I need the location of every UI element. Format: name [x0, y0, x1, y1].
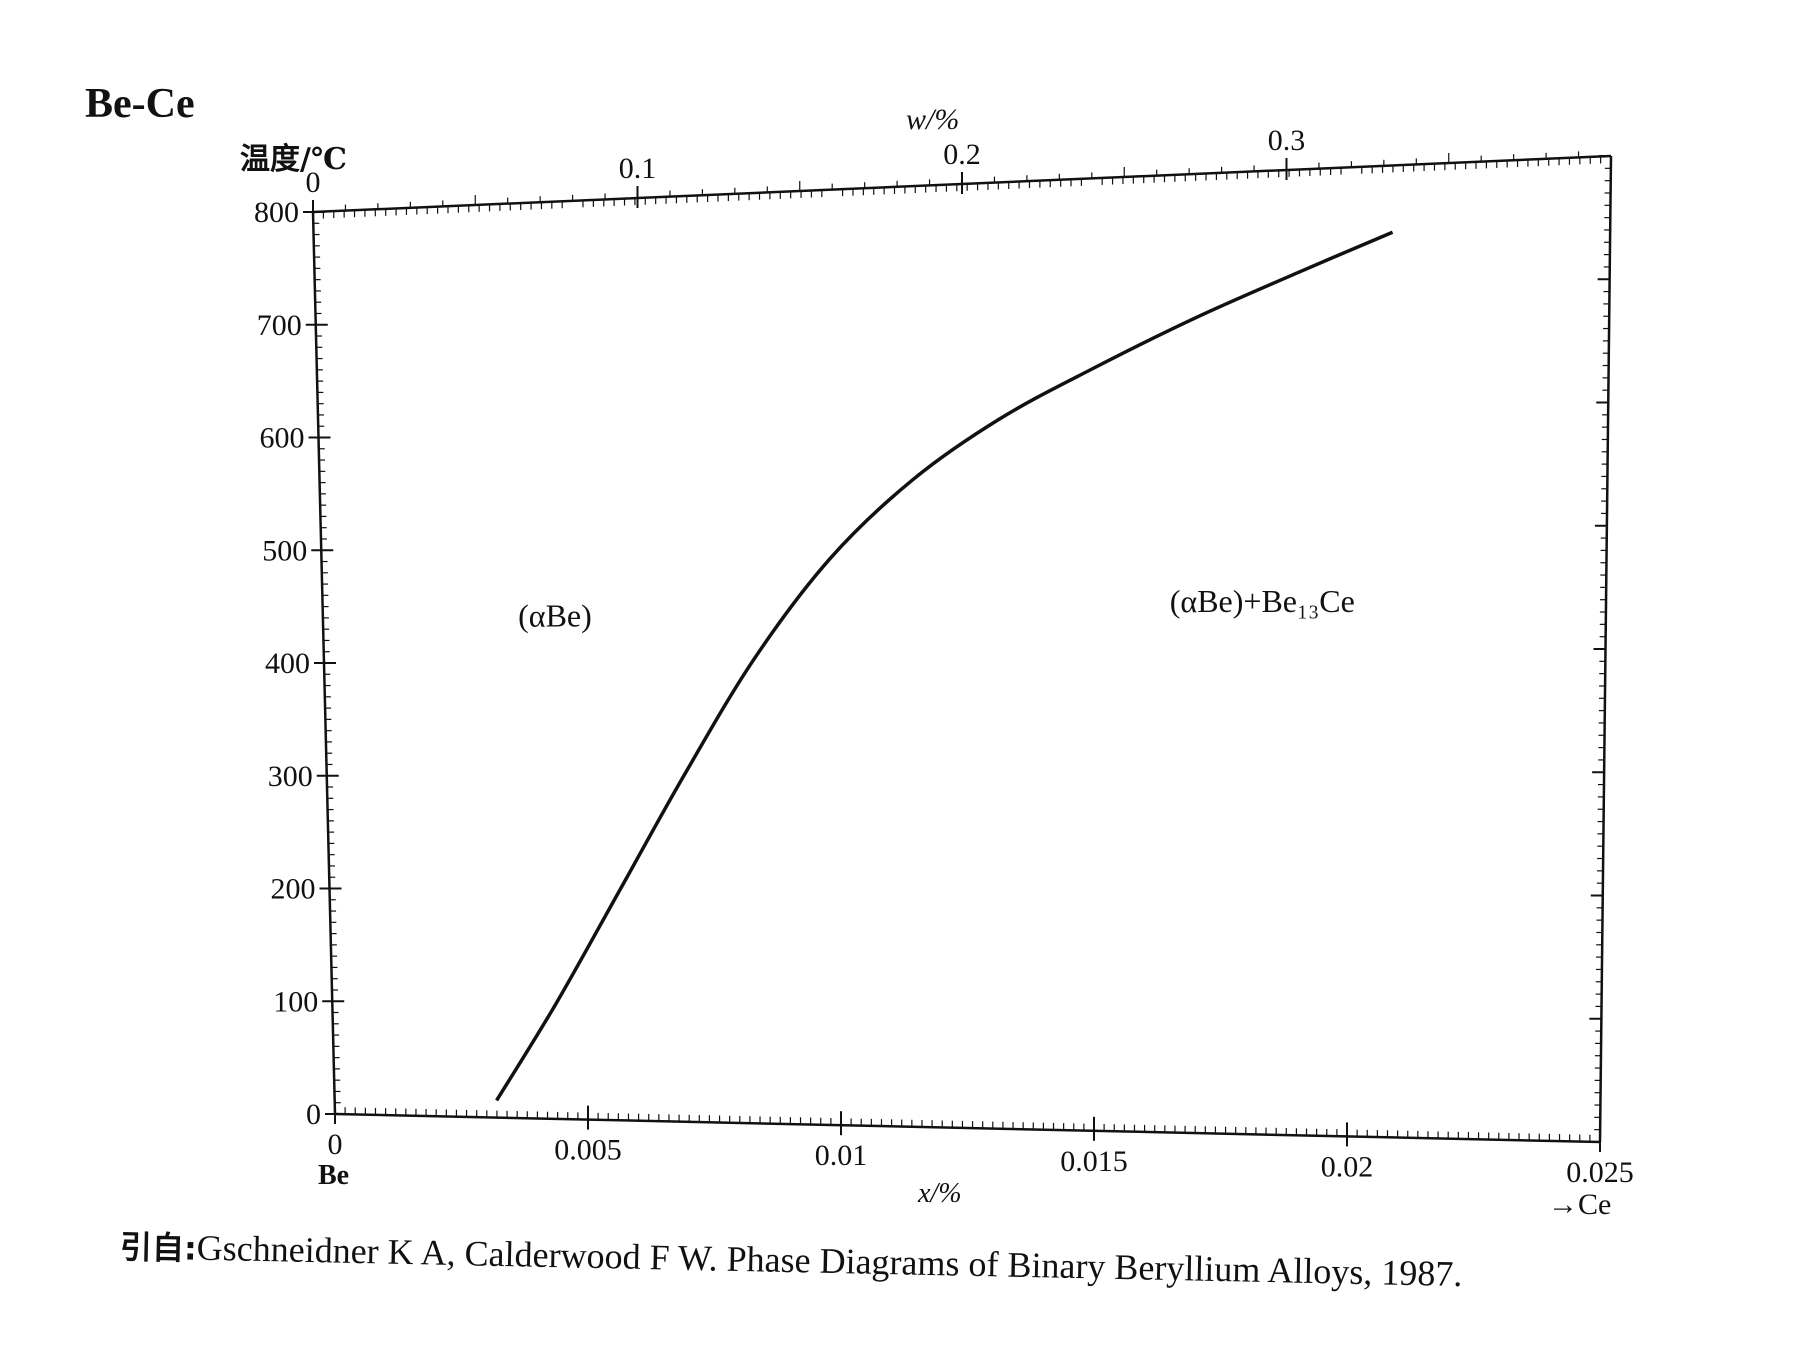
citation-prefix: 引自: [119, 1228, 198, 1268]
y-tick-label: 300 [268, 760, 313, 793]
x-tick-label: 0.01 [815, 1139, 868, 1172]
bottom-axis-line [334, 1112, 1601, 1144]
plot-frame [311, 154, 1613, 1144]
region-label-0: (αBe) [518, 598, 592, 634]
solvus-curves [495, 230, 1394, 1102]
x-tick-label: 0.025 [1566, 1156, 1634, 1189]
y-tick-label: 400 [265, 647, 310, 680]
top-tick-label: 0.3 [1268, 124, 1306, 157]
y-tick-label: 700 [257, 309, 302, 342]
axis-tick-labels: 0 0.005 0.01 0.015 0.02 0.025 0 100 200 300 400 500… [254, 124, 1634, 1189]
y-tick-label: 0 [306, 1098, 321, 1131]
x-axis-label: x/% [918, 1178, 962, 1209]
y-tick-label: 200 [271, 873, 316, 906]
axis-ticks [303, 151, 1611, 1152]
x-tick-label: 0.015 [1060, 1145, 1128, 1178]
region-label-1: (αBe)+Be₁₃Ce [1170, 583, 1355, 619]
top-tick-label: 0.2 [943, 138, 981, 171]
top-tick-label: 0 [306, 166, 321, 199]
y-tick-label: 600 [260, 422, 305, 455]
y-tick-label: 100 [273, 985, 318, 1018]
x-tick-label: 0.005 [554, 1134, 622, 1167]
region-labels: (αBe) (αBe)+Be₁₃Ce [518, 583, 1355, 634]
y-tick-label: 500 [262, 534, 307, 567]
chart-title: Be-Ce [85, 81, 195, 127]
y-tick-label: 800 [254, 196, 299, 229]
right-end-label: →Ce [1548, 1188, 1612, 1221]
x-tick-label: 0 [328, 1128, 343, 1161]
y-axis-label: 温度/℃ [240, 142, 347, 177]
top-axis-label: w/% [906, 103, 960, 136]
left-end-label: Be [318, 1160, 350, 1191]
x-tick-label: 0.02 [1321, 1150, 1374, 1183]
solvus-line-0 [495, 230, 1394, 1102]
top-tick-label: 0.1 [619, 152, 657, 185]
